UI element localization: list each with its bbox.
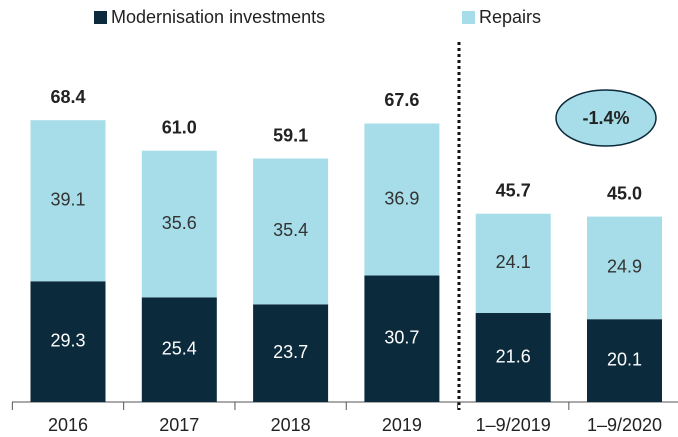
bar-segment — [364, 123, 440, 276]
bar-segment — [475, 213, 551, 314]
value-label: 24.1 — [496, 252, 531, 272]
total-label: 61.0 — [162, 117, 197, 137]
value-label: 30.7 — [384, 328, 419, 348]
value-label: 29.3 — [50, 330, 85, 350]
legend-label: Repairs — [479, 7, 541, 27]
x-tick-label: 1–9/2020 — [587, 415, 662, 435]
legend-label: Modernisation investments — [111, 7, 325, 27]
bar-segment — [253, 304, 329, 402]
legend-swatch — [94, 11, 107, 24]
annotation-bubble — [555, 89, 657, 147]
bar-segment — [587, 216, 662, 320]
bar-segment — [587, 319, 662, 402]
total-label: 59.1 — [273, 125, 308, 145]
value-label: 23.7 — [273, 342, 308, 362]
annotation: -1.4% — [582, 108, 629, 128]
bar-segment — [30, 281, 106, 402]
total-label: 68.4 — [50, 87, 85, 107]
value-label: 35.4 — [273, 220, 308, 240]
legend-swatch — [462, 11, 475, 24]
total-label: 45.0 — [607, 183, 642, 203]
bar-segment — [364, 275, 440, 402]
x-tick-label: 2018 — [271, 415, 311, 435]
value-label: 25.4 — [162, 338, 197, 358]
x-tick-label: 2019 — [382, 415, 422, 435]
total-label: 67.6 — [384, 90, 419, 110]
x-tick-label: 1–9/2019 — [476, 415, 551, 435]
value-label: 39.1 — [50, 189, 85, 209]
bar-segment — [141, 150, 217, 298]
bar-segment — [253, 158, 329, 305]
bar-segment — [30, 120, 106, 282]
bar-segment — [475, 313, 551, 402]
value-label: 24.9 — [607, 257, 642, 277]
value-label: 36.9 — [384, 188, 419, 208]
value-label: 20.1 — [607, 349, 642, 369]
bar-segment — [141, 297, 217, 402]
x-tick-label: 2016 — [48, 415, 88, 435]
total-label: 45.7 — [496, 180, 531, 200]
value-label: 35.6 — [162, 213, 197, 233]
x-tick-label: 2017 — [159, 415, 199, 435]
value-label: 21.6 — [496, 346, 531, 366]
